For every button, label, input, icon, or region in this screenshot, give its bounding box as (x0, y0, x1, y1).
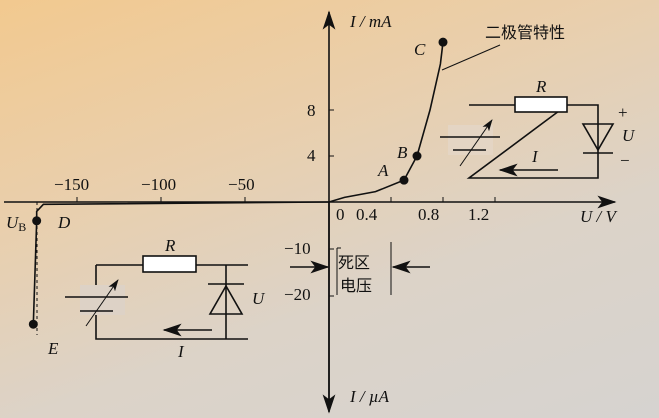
tick-label: −100 (141, 175, 176, 194)
voltage-label: U (252, 289, 266, 308)
point-label-c: C (414, 40, 426, 59)
point-b (412, 151, 422, 161)
tick-label: 0.4 (356, 205, 378, 224)
variable-arrow-icon (459, 119, 493, 167)
voltage-label: U (622, 126, 636, 145)
dead-zone-label-1: 死区 (338, 253, 370, 272)
tick-label: 0.8 (418, 205, 439, 224)
point-label-a: A (377, 161, 389, 180)
y-pos-label: I / mA (349, 12, 392, 31)
resistor-label: R (535, 77, 547, 96)
minus-label: − (620, 151, 630, 170)
curve-label-leader (441, 44, 501, 71)
tick-label: −50 (228, 175, 255, 194)
point-a (399, 175, 409, 185)
resistor-icon (142, 255, 197, 273)
point-label-d: D (57, 213, 71, 232)
point-label-b: B (397, 143, 408, 162)
current-label: I (531, 147, 539, 166)
x-pos-tick-labels: 0 0.4 0.8 1.2 (336, 205, 489, 224)
tick-label: 0 (336, 205, 345, 224)
plus-label: + (618, 103, 628, 122)
forward-bias-circuit: R I + U − (440, 77, 636, 179)
dead-zone-label-2: 电压 (340, 276, 372, 295)
point-c (438, 37, 448, 47)
tick-label: −150 (54, 175, 89, 194)
point-e (28, 319, 38, 329)
diode-icon (581, 123, 615, 152)
curve-label: 二极管特性 (485, 23, 565, 42)
resistor-icon (514, 96, 568, 113)
tick-label: −10 (284, 239, 311, 258)
point-label-e: E (47, 339, 59, 358)
tick-label: −20 (284, 285, 311, 304)
reverse-curve (32, 201, 330, 325)
tick-label: 8 (307, 101, 316, 120)
variable-arrow-icon (85, 279, 119, 327)
resistor-label: R (164, 236, 176, 255)
breakdown-voltage-label: UB (6, 213, 26, 234)
y-neg-label: I / µA (349, 387, 390, 406)
forward-curve (328, 42, 444, 203)
x-neg-tick-labels: −150 −100 −50 (54, 175, 255, 194)
current-label: I (177, 342, 185, 361)
reverse-bias-circuit: R I U (65, 236, 266, 361)
axis-ticks (76, 109, 496, 297)
circuit-wire (466, 104, 599, 179)
x-label: U / V (580, 207, 619, 226)
tick-label: 4 (307, 146, 316, 165)
point-d (32, 216, 42, 226)
diode-icon (208, 284, 244, 315)
tick-label: 1.2 (468, 205, 489, 224)
labeled-points (28, 37, 448, 329)
